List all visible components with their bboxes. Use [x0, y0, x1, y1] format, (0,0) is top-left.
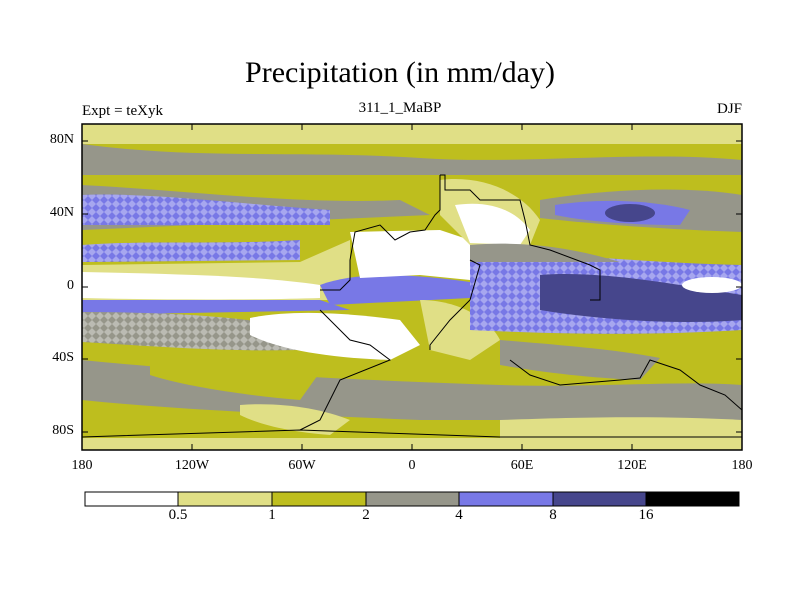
lon-label: 0 [408, 458, 416, 473]
colorbar-level: 8 [549, 507, 557, 523]
colorbar-level: 2 [362, 507, 370, 523]
lon-label: 180 [71, 458, 93, 473]
dataset-label: 311_1_MaBP [358, 100, 442, 116]
colorbar-bin [552, 491, 647, 507]
colorbar-bin [365, 491, 460, 507]
map-field [82, 124, 742, 450]
lon-label: 120W [174, 458, 210, 473]
colorbar-bin [271, 491, 367, 507]
lat-label: 40S [52, 350, 74, 365]
lat-label: 0 [67, 278, 74, 293]
colorbar-level: 16 [638, 507, 654, 523]
lon-label: 60W [288, 458, 316, 473]
colorbar-level: 1 [268, 507, 276, 523]
season-label: DJF [716, 101, 742, 117]
colorbar-bin [84, 491, 179, 507]
plot-title: Precipitation (in mm/day) [245, 56, 555, 89]
lat-label: 80N [49, 132, 74, 147]
colorbar-bin [177, 491, 273, 507]
colorbar-bin [645, 491, 740, 507]
experiment-label: Expt = teXyk [82, 103, 163, 119]
lat-label: 40N [49, 205, 74, 220]
lon-label: 60E [510, 458, 534, 473]
colorbar-bin [458, 491, 554, 507]
colorbar-level: 0.5 [168, 507, 188, 523]
colorbar [84, 491, 740, 507]
lat-label: 80S [52, 423, 74, 438]
colorbar-level: 4 [455, 507, 463, 523]
lon-label: 120E [617, 458, 647, 473]
lon-label: 180 [731, 458, 753, 473]
